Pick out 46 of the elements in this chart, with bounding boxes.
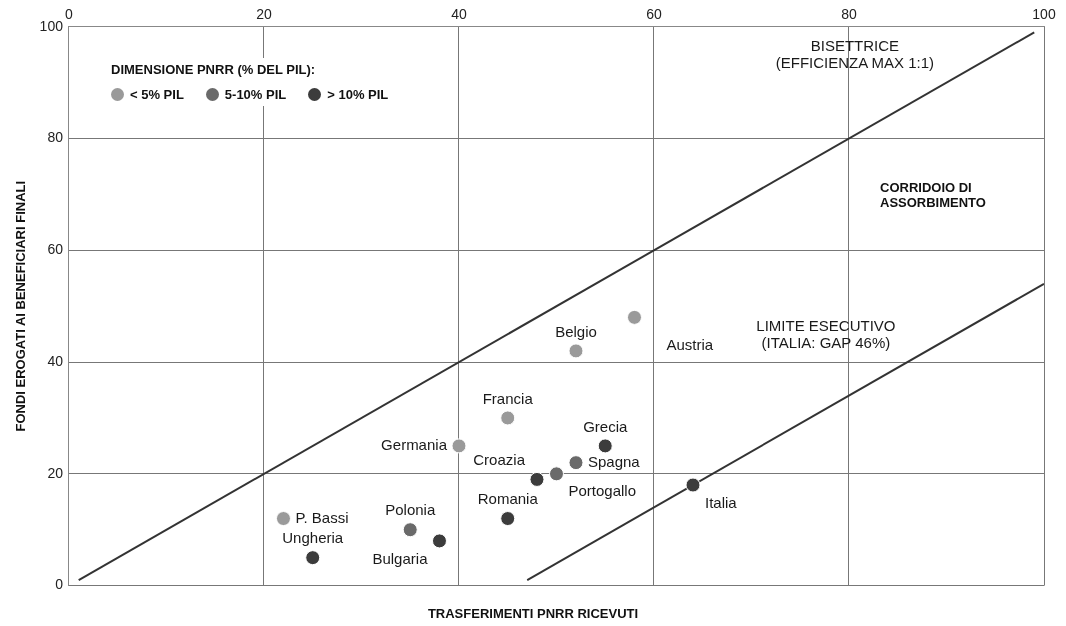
y-tick-label: 80 [47, 129, 64, 146]
point [597, 438, 613, 454]
point [431, 533, 447, 549]
point [626, 309, 642, 325]
y-tick-label: 20 [47, 464, 64, 481]
point [685, 477, 701, 493]
annotation: CORRIDOIO DI ASSORBIMENTO [880, 180, 987, 210]
point [529, 471, 545, 487]
x-tick-label: 60 [646, 6, 662, 23]
y-tick-label: 0 [55, 576, 64, 593]
annotation: Ungheria [282, 529, 344, 547]
x-axis-title: TRASFERIMENTI PNRR RICEVUTI [426, 606, 640, 621]
annotation: Croazia [473, 451, 526, 469]
x-tick-label: 80 [841, 6, 857, 23]
y-tick-label: 40 [47, 352, 64, 369]
annotation: P. Bassi [295, 508, 349, 526]
point [275, 511, 291, 527]
point [305, 550, 321, 566]
point [402, 522, 418, 538]
point [500, 410, 516, 426]
annotation: Germania [381, 436, 448, 454]
x-tick-label: 100 [1032, 6, 1056, 23]
annotation: Bulgaria [372, 549, 429, 567]
y-axis-title: FONDI EROGATI AI BENEFICIARI FINALI [13, 180, 29, 432]
annotation: Portogallo [568, 482, 637, 500]
annotation: Romania [477, 490, 539, 508]
legend-title: DIMENSIONE PNRR (% DEL PIL): [111, 62, 317, 77]
annotation: Spagna [587, 452, 641, 470]
y-tick-label: 100 [39, 17, 64, 34]
x-tick-label: 40 [451, 6, 467, 23]
point [451, 438, 467, 454]
y-tick-label: 60 [47, 241, 64, 258]
annotation: Polonia [385, 501, 436, 519]
point [568, 343, 584, 359]
legend-label: < 5% PIL [130, 87, 184, 102]
annotation: Grecia [583, 417, 628, 435]
point [500, 511, 516, 527]
annotation: Belgio [555, 322, 597, 340]
annotation: Italia [704, 493, 738, 511]
annotation: Francia [482, 389, 534, 407]
legend-label: > 10% PIL [327, 87, 389, 102]
legend-label: 5-10% PIL [224, 87, 287, 102]
x-tick-label: 20 [256, 6, 272, 23]
point [568, 455, 584, 471]
annotation: Austria [666, 336, 714, 354]
point [548, 466, 564, 482]
